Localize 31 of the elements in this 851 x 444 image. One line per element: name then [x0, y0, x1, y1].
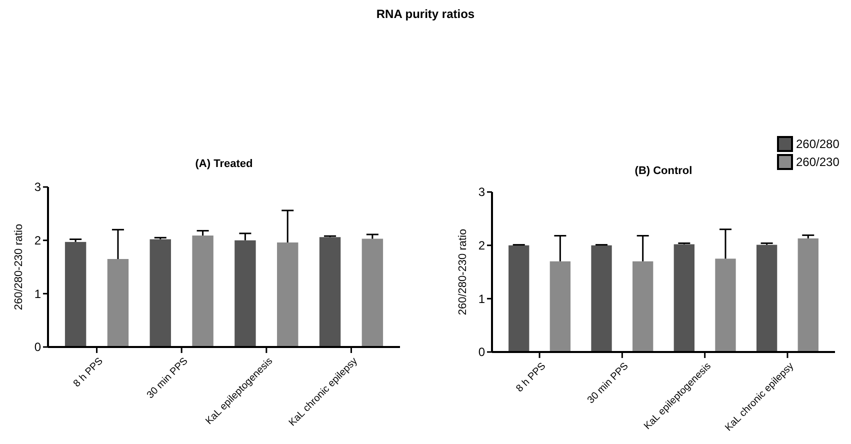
y-tick-label: 3 [34, 180, 42, 194]
bar [107, 259, 129, 347]
bar [150, 239, 171, 347]
y-tick-label: 1 [34, 286, 42, 301]
y-tick-label: 1 [478, 292, 486, 306]
legend-label: 260/230 [796, 155, 840, 170]
bar [508, 245, 530, 352]
legend-label: 260/280 [796, 137, 840, 152]
bar [674, 244, 694, 352]
bar [715, 258, 736, 352]
y-tick-label: 2 [478, 238, 486, 253]
bar [756, 244, 778, 352]
bar [319, 237, 341, 347]
bar [798, 238, 818, 352]
y-tick-label: 0 [34, 340, 42, 354]
bar [591, 245, 612, 352]
y-tick-label: 0 [478, 345, 486, 360]
bar [192, 236, 214, 347]
bar [64, 242, 86, 347]
y-axis-title: 260/280-230 ratio [457, 228, 469, 316]
chart-title: (A) Treated [195, 158, 253, 170]
bar [234, 240, 256, 347]
y-tick-label: 3 [478, 185, 486, 200]
bar [632, 261, 654, 352]
y-tick-label: 2 [34, 234, 42, 248]
chart-title: (B) Control [634, 165, 692, 177]
y-axis-title: 260/280-230 ratio [13, 224, 25, 310]
bar [550, 261, 571, 352]
text: RNA purity ratios [376, 7, 475, 21]
bar [362, 238, 384, 347]
bar [277, 242, 298, 347]
